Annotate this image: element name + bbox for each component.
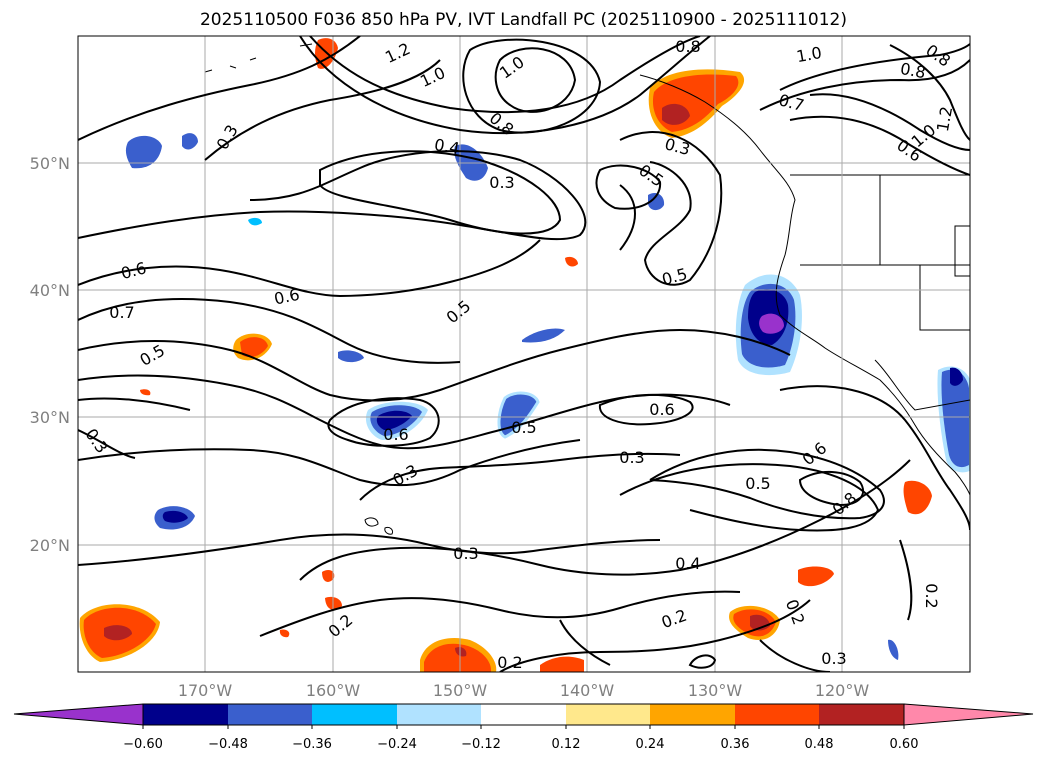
colorbar-extend-high: [903, 703, 1034, 726]
colorbar-tick-label: −0.12: [461, 737, 501, 752]
lon-tick-label: 120°W: [815, 681, 870, 700]
colorbar-extend-low: [13, 703, 144, 726]
colorbar: −0.60 −0.48 −0.36 −0.24 −0.12 0.12 0.24 …: [13, 703, 1034, 752]
contour-label: 1.0: [795, 43, 823, 66]
contour-label: 0.6: [383, 425, 408, 444]
lon-tick-label: 170°W: [178, 681, 233, 700]
colorbar-segment: [143, 704, 228, 725]
contour-label: 0.3: [489, 173, 514, 192]
contour-label: 0.8: [899, 59, 927, 82]
contour-label: 0.5: [511, 418, 536, 437]
colorbar-segment: [481, 704, 566, 725]
colorbar-segment: [397, 704, 481, 725]
lon-tick-label: 130°W: [688, 681, 743, 700]
ivt-contours: [78, 36, 970, 672]
contour-label: 0.3: [821, 649, 846, 668]
colorbar-tick-label: 0.36: [721, 737, 750, 752]
map-panel: 1.2 1.0 0.8 1.0 0.8 1.0 0.8 0.7 0.3 0.4 …: [78, 36, 970, 672]
colorbar-segment: [566, 704, 650, 725]
lat-tick-label: 20°N: [30, 536, 70, 555]
contour-label: 0.4: [433, 135, 461, 158]
colorbar-tick-label: −0.36: [292, 737, 332, 752]
colorbar-tick-label: −0.48: [208, 737, 248, 752]
colorbar-segment: [819, 704, 904, 725]
lon-tick-label: 140°W: [560, 681, 615, 700]
lat-tick-label: 30°N: [30, 408, 70, 427]
colorbar-segment: [650, 704, 735, 725]
contour-label: 0.2: [922, 583, 941, 608]
map-title: 2025110500 F036 850 hPa PV, IVT Landfall…: [199, 10, 847, 30]
colorbar-segment: [312, 704, 397, 725]
lat-tick-label: 40°N: [30, 281, 70, 300]
coastline: [204, 43, 970, 535]
contour-label: 0.6: [272, 285, 301, 309]
contour-label: 0.2: [497, 653, 522, 672]
lon-tick-labels: 170°W 160°W 150°W 140°W 130°W 120°W: [178, 681, 870, 700]
contour-label: 0.4: [675, 554, 700, 573]
contour-label: 1.2: [933, 105, 956, 133]
colorbar-segment: [735, 704, 819, 725]
contour-label: 0.8: [675, 37, 700, 56]
colorbar-tick-label: −0.24: [377, 737, 417, 752]
colorbar-tick-label: 0.24: [636, 737, 665, 752]
contour-label: 0.3: [619, 448, 644, 467]
colorbar-tick-label: 0.60: [890, 737, 919, 752]
lon-tick-label: 150°W: [433, 681, 488, 700]
colorbar-tick-label: 0.48: [805, 737, 834, 752]
colorbar-segment: [228, 704, 312, 725]
contour-label: 0.6: [649, 400, 674, 419]
map-frame: [77, 35, 971, 673]
colorbar-tick-label: −0.60: [123, 737, 163, 752]
contour-label: 0.5: [745, 474, 770, 493]
lat-tick-labels: 50°N 40°N 30°N 20°N: [30, 154, 70, 555]
gridlines: [78, 36, 970, 672]
lat-tick-label: 50°N: [30, 154, 70, 173]
contour-label: 0.3: [453, 544, 478, 563]
contour-label: 0.7: [109, 303, 134, 322]
colorbar-tick-label: 0.12: [552, 737, 581, 752]
colorbar-frame: [142, 703, 905, 726]
lon-tick-label: 160°W: [306, 681, 361, 700]
pv-shading: [79, 38, 970, 672]
